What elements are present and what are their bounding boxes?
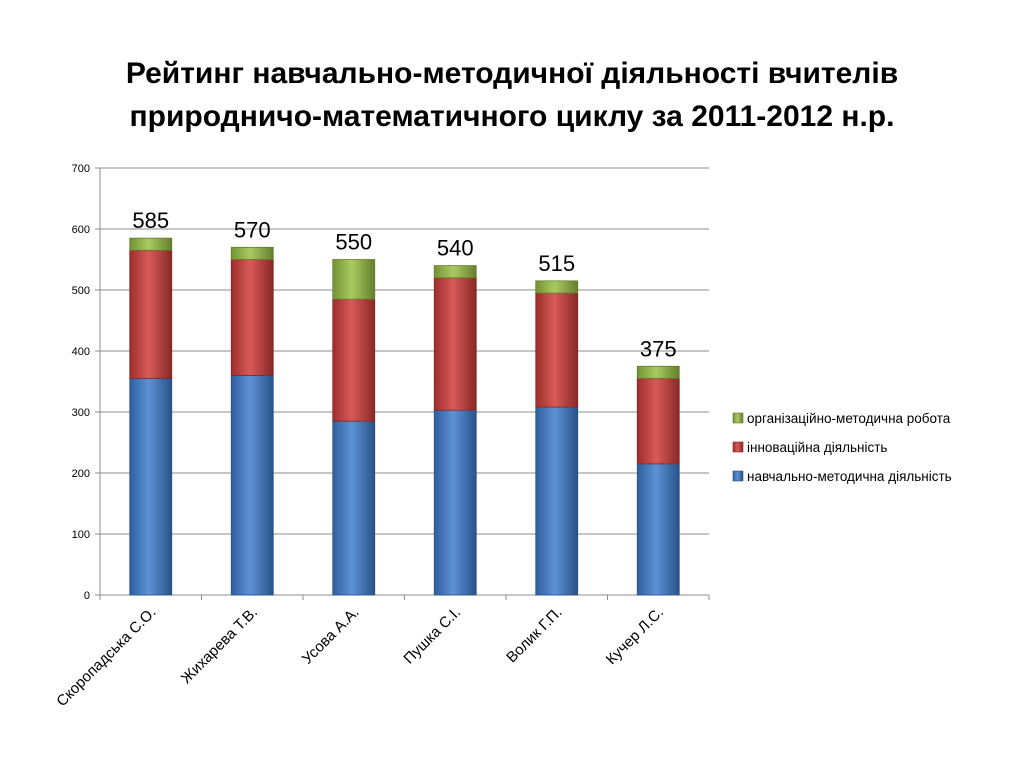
y-tick-label: 700	[72, 163, 90, 175]
bar-segment-3	[230, 246, 274, 260]
bar-segment-2	[230, 259, 274, 376]
data-label-total: 570	[234, 217, 271, 242]
x-category-label: Усова А.А.	[299, 604, 363, 668]
bar-segment-3	[129, 237, 173, 251]
x-category-label: Пушка С.І.	[400, 604, 464, 668]
x-category-label: Скоропадська С.О.	[53, 604, 159, 710]
bar-segment-2	[433, 277, 477, 411]
bar-segment-1	[433, 409, 477, 596]
bar-segment-2	[332, 298, 376, 422]
x-category-label: Кучер Л.С.	[603, 604, 667, 668]
x-category-label: Жихарева Т.В.	[178, 604, 261, 687]
bar-segment-3	[433, 265, 477, 279]
y-tick-label: 0	[84, 590, 90, 602]
data-label-total: 585	[132, 208, 169, 233]
legend-label-3: організаційно-методична робота	[747, 411, 951, 426]
y-tick-label: 600	[72, 224, 90, 236]
title-line-1: Рейтинг навчально-методичної діяльності …	[125, 57, 899, 90]
bar-segment-3	[332, 259, 376, 300]
legend-label-1: навчально-методична діяльність	[747, 469, 952, 484]
bar-segment-1	[332, 420, 376, 596]
bar-segment-3	[535, 280, 579, 294]
bar-segment-1	[230, 374, 274, 596]
bar-segment-2	[636, 378, 680, 465]
bar-segment-1	[636, 463, 680, 596]
data-label-total: 515	[538, 251, 575, 276]
legend-label-2: інноваційна діяльність	[747, 440, 887, 455]
data-label-total: 540	[437, 236, 474, 261]
chart-title: Рейтинг навчально-методичної діяльності …	[60, 52, 964, 138]
x-category-label: Волик Г.П.	[503, 604, 565, 666]
y-tick-label: 400	[72, 346, 90, 358]
legend-swatch-2	[732, 441, 744, 453]
bar-segment-1	[129, 378, 173, 596]
y-tick-label: 300	[72, 407, 90, 419]
legend-swatch-3	[732, 412, 744, 424]
data-label-total: 550	[335, 230, 372, 255]
bar-segment-2	[535, 292, 579, 408]
y-tick-label: 200	[72, 468, 90, 480]
bar-segment-1	[535, 406, 579, 596]
y-tick-label: 500	[72, 285, 90, 297]
bar-segment-3	[636, 365, 680, 379]
y-tick-label: 100	[72, 529, 90, 541]
legend-swatch-1	[732, 470, 744, 482]
title-line-2: природничо-математичного циклу за 2011-2…	[129, 100, 895, 133]
data-label-total: 375	[640, 336, 677, 361]
bar-segment-2	[129, 249, 173, 379]
